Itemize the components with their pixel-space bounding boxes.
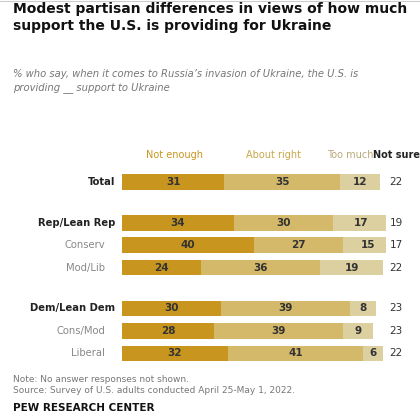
Text: Rep/Lean Rep: Rep/Lean Rep [38,218,115,228]
Bar [350,301,376,316]
Text: Note: No answer responses not shown.: Note: No answer responses not shown. [13,375,189,383]
Text: 6: 6 [370,348,377,358]
Bar [201,260,320,276]
Bar [122,215,234,231]
Text: 8: 8 [360,303,367,313]
Bar [122,260,201,276]
Bar [363,346,383,361]
Text: 39: 39 [278,303,293,313]
Text: 36: 36 [253,262,268,273]
Text: 22: 22 [390,177,403,187]
Bar [122,323,214,339]
Text: Not enough: Not enough [146,150,203,160]
Bar [122,346,228,361]
Bar [122,301,221,316]
Text: % who say, when it comes to Russia’s invasion of Ukraine, the U.S. is
providing : % who say, when it comes to Russia’s inv… [13,69,358,92]
Text: Modest partisan differences in views of how much
support the U.S. is providing f: Modest partisan differences in views of … [13,2,407,33]
Text: 12: 12 [353,177,367,187]
Text: 24: 24 [154,262,169,273]
Text: 22: 22 [390,348,403,358]
Text: Cons/Mod: Cons/Mod [56,326,105,336]
Text: 27: 27 [291,240,306,250]
Text: 17: 17 [354,218,369,228]
Text: 30: 30 [277,218,291,228]
Text: Dem/Lean Dem: Dem/Lean Dem [30,303,115,313]
Text: 35: 35 [275,177,289,187]
Text: Source: Survey of U.S. adults conducted April 25-May 1, 2022.: Source: Survey of U.S. adults conducted … [13,386,294,394]
Text: 9: 9 [355,326,362,336]
Bar [340,174,380,190]
Text: 23: 23 [390,303,403,313]
Text: Mod/Lib: Mod/Lib [66,262,105,273]
Text: PEW RESEARCH CENTER: PEW RESEARCH CENTER [13,403,154,413]
Bar [234,215,333,231]
Text: Not sure: Not sure [373,150,420,160]
Text: 41: 41 [288,348,303,358]
Bar [122,174,224,190]
Text: 32: 32 [168,348,182,358]
Text: 22: 22 [390,262,403,273]
Text: 39: 39 [272,326,286,336]
Text: 30: 30 [164,303,178,313]
Bar [214,323,344,339]
Text: Too much: Too much [327,150,373,160]
Bar [320,260,383,276]
Text: 19: 19 [344,262,359,273]
Text: Total: Total [88,177,115,187]
Bar [228,346,363,361]
Bar [122,237,254,253]
Text: 17: 17 [390,240,403,250]
Text: 40: 40 [181,240,195,250]
Bar [344,237,393,253]
Text: Conserv: Conserv [65,240,105,250]
Text: 19: 19 [390,218,403,228]
Text: 23: 23 [390,326,403,336]
Bar [221,301,350,316]
Text: Liberal: Liberal [71,348,105,358]
Bar [224,174,340,190]
Text: About right: About right [247,150,302,160]
Text: 28: 28 [161,326,176,336]
Text: 15: 15 [361,240,375,250]
Bar [254,237,344,253]
Bar [333,215,390,231]
Text: 34: 34 [171,218,185,228]
Bar [344,323,373,339]
Text: 31: 31 [166,177,180,187]
